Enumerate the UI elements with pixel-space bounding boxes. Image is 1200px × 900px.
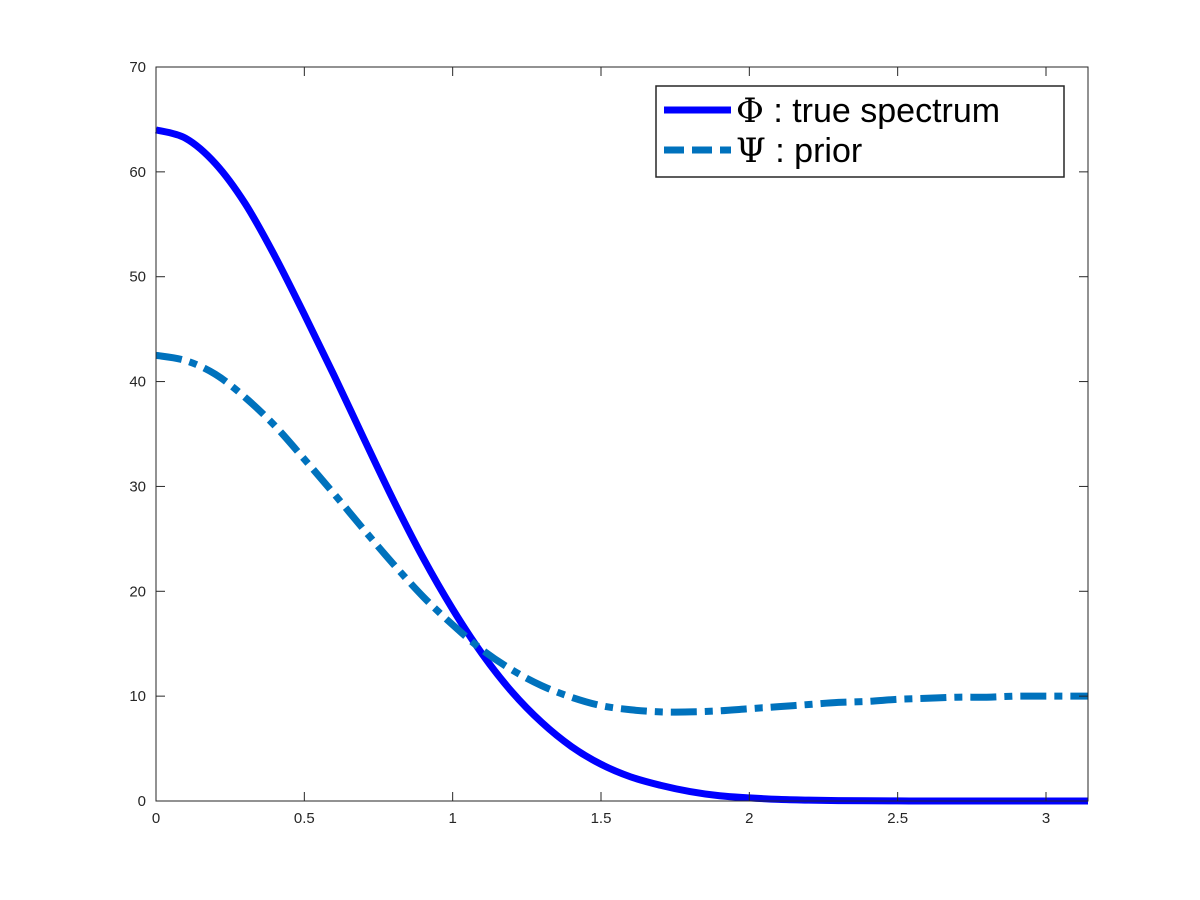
legend-label-2: Ψ : prior <box>736 131 862 171</box>
plot-area <box>156 67 1088 801</box>
x-tick-label: 3 <box>1042 810 1050 827</box>
x-tick-label: 1.5 <box>591 810 612 827</box>
y-tick-label: 70 <box>129 59 146 76</box>
plot-frame <box>155 66 1089 802</box>
y-tick-label: 30 <box>129 478 146 495</box>
y-tick-label: 40 <box>129 374 146 391</box>
y-tick-label: 20 <box>129 583 146 600</box>
series-line-2 <box>155 351 1088 716</box>
legend-label-1: Φ : true spectrum <box>736 91 1000 131</box>
y-tick-label: 60 <box>129 164 146 181</box>
x-tick-label: 1 <box>448 810 456 827</box>
x-tick-label: 2 <box>745 810 753 827</box>
x-tick-label: 0 <box>152 810 160 827</box>
y-tick-label: 50 <box>129 269 146 286</box>
y-tick-label: 10 <box>129 688 146 705</box>
x-tick-label: 2.5 <box>887 810 908 827</box>
x-tick-label: 0.5 <box>294 810 315 827</box>
y-tick-label: 0 <box>138 793 146 810</box>
legend-box <box>655 85 1065 178</box>
